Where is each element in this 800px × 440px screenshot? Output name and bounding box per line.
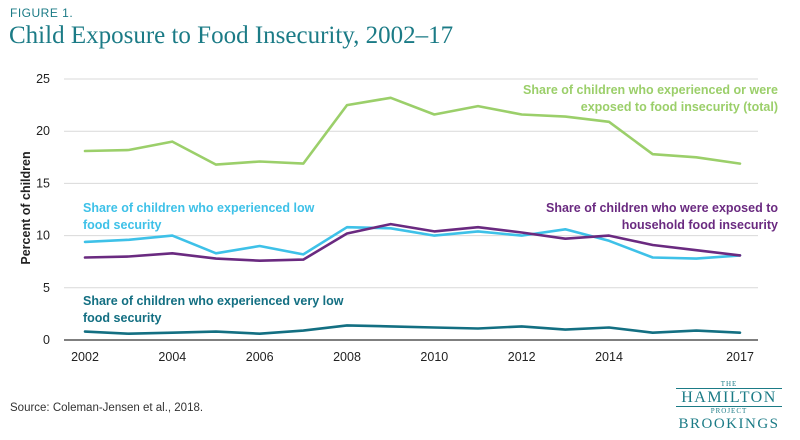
logo-project: PROJECT: [710, 407, 748, 415]
x-tick-label: 2008: [333, 350, 361, 364]
series-line-2: [83, 222, 742, 263]
y-tick-label: 0: [43, 333, 50, 347]
x-tick-label: 2017: [726, 350, 754, 364]
y-tick-label: 20: [36, 124, 50, 138]
x-tick-label: 2002: [71, 350, 99, 364]
series-label-line: Share of children who experienced or wer…: [523, 83, 778, 97]
series-label-line: food security: [83, 218, 162, 232]
figure-label: FIGURE 1.: [10, 6, 74, 20]
chart-title: Child Exposure to Food Insecurity, 2002–…: [9, 22, 454, 49]
series-lines: [83, 96, 742, 336]
x-tick-label: 2012: [508, 350, 536, 364]
series-label-1: Share of children who experienced low foo…: [83, 201, 315, 232]
y-tick-label: 5: [43, 281, 50, 295]
series-labels: Share of children who experienced or wer…: [83, 83, 778, 325]
x-tick-label: 2010: [420, 350, 448, 364]
source-note: Source: Coleman-Jensen et al., 2018.: [10, 402, 204, 414]
series-label-3: Share of children who experienced very l…: [83, 294, 344, 325]
logo-hamilton: HAMILTON: [676, 388, 782, 407]
series-line-1: [83, 225, 742, 260]
hamilton-brookings-logo: THE HAMILTON PROJECT BROOKINGS: [670, 380, 788, 432]
series-label-line: Share of children who were exposed to: [546, 201, 778, 215]
gridlines: [64, 78, 758, 341]
series-label-line: household food insecurity: [622, 218, 778, 232]
series-label-0: Share of children who experienced or wer…: [523, 83, 778, 114]
series-line-0: [83, 96, 742, 166]
logo-the: THE: [720, 380, 738, 388]
y-axis-ticks: 0 5 10 15 20 25: [36, 72, 50, 347]
series-line-3: [83, 324, 742, 336]
series-label-line: Share of children who experienced low: [83, 201, 315, 215]
series-label-line: exposed to food insecurity (total): [581, 100, 778, 114]
x-tick-label: 2006: [246, 350, 274, 364]
series-label-line: food security: [83, 311, 162, 325]
y-tick-label: 25: [36, 72, 50, 86]
y-tick-label: 10: [36, 229, 50, 243]
x-axis-ticks: 2002 2004 2006 2008 2010 2012 2014 2017: [71, 350, 754, 364]
x-tick-label: 2004: [158, 350, 186, 364]
x-tick-label: 2014: [595, 350, 623, 364]
y-tick-label: 15: [36, 176, 50, 190]
series-label-2: Share of children who were exposed to hou…: [546, 201, 778, 232]
y-axis-label: Percent of children: [19, 151, 33, 264]
logo-brookings: BROOKINGS: [678, 416, 780, 432]
series-label-line: Share of children who experienced very l…: [83, 294, 344, 308]
